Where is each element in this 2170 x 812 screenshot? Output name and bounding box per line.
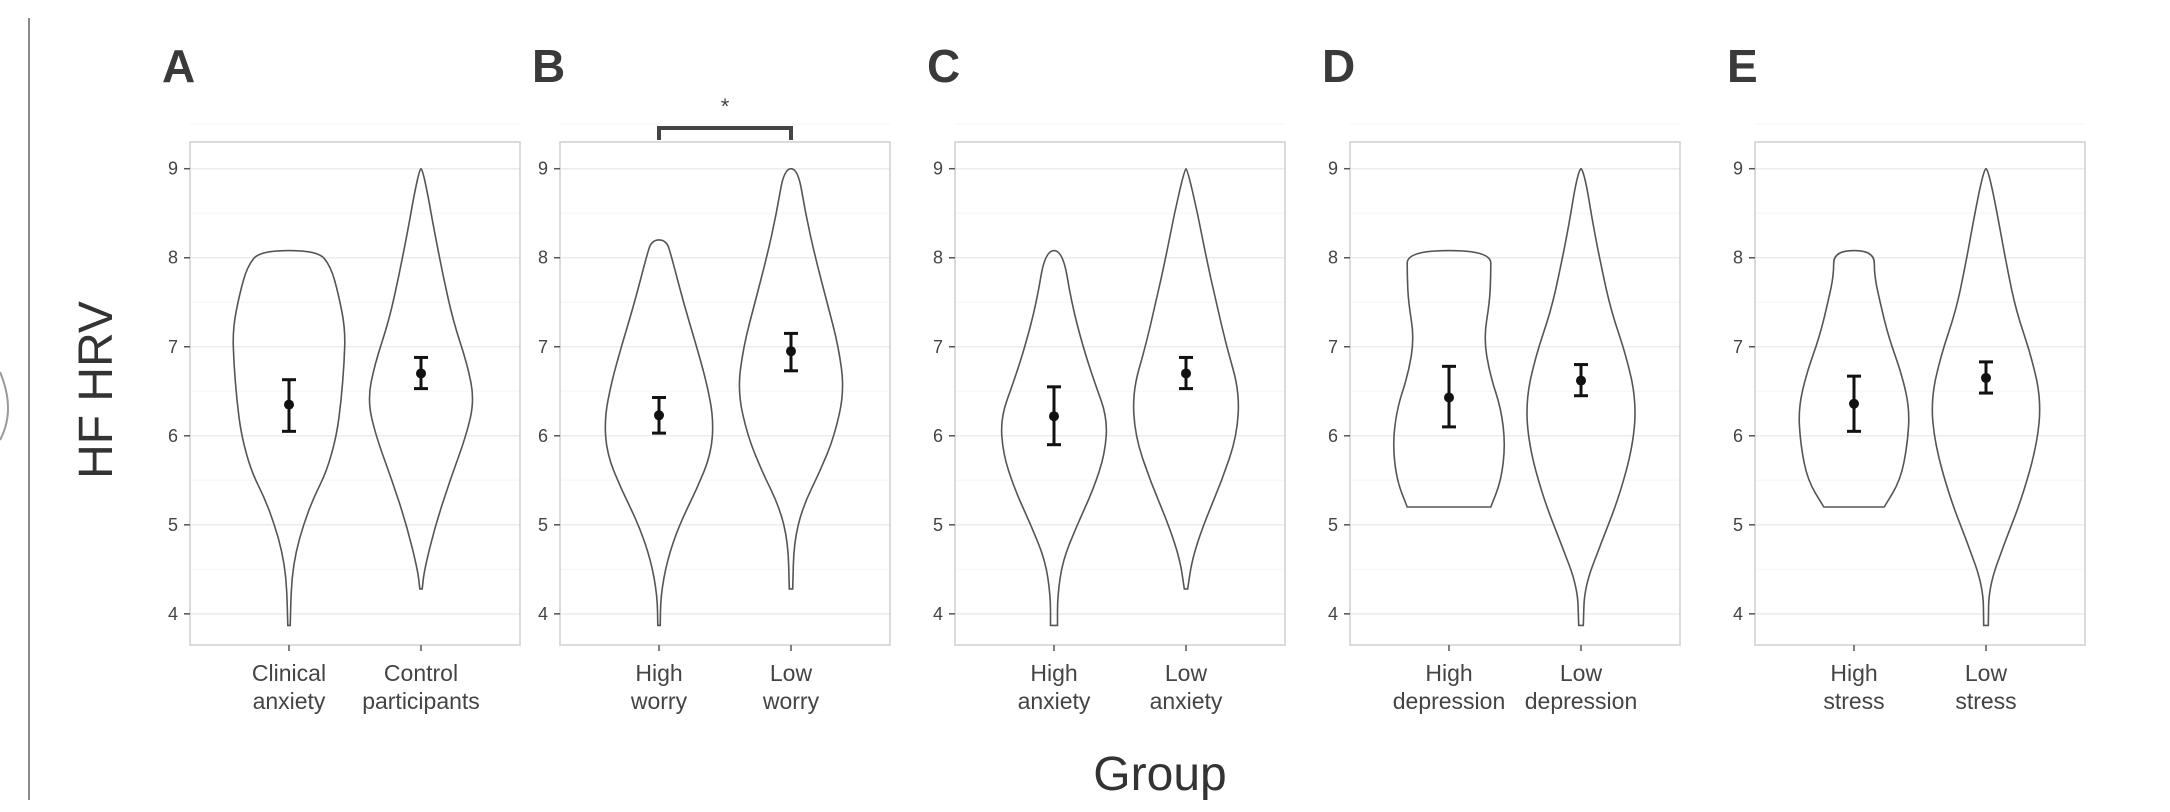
mean-point — [416, 368, 426, 379]
y-tick-label: 5 — [538, 515, 548, 535]
y-tick-label: 6 — [168, 426, 178, 446]
panel-b: B 4 5 6 7 8 9 High worry Low worry * — [532, 40, 891, 714]
x-tick-label: Low depression — [1525, 660, 1638, 714]
x-tick-label: High worry — [630, 660, 688, 714]
y-tick-label: 6 — [933, 426, 943, 446]
left-edge-arc — [0, 371, 9, 441]
violin-shape — [738, 167, 844, 590]
x-tick-label: Clinical anxiety — [252, 660, 326, 714]
mean-point — [1049, 411, 1059, 422]
violin-shape — [1526, 167, 1636, 627]
panel-e: E 4 5 6 7 8 9 High stress Low stress — [1727, 40, 2086, 714]
y-tick-label: 8 — [538, 248, 548, 268]
y-tick-label: 5 — [1733, 515, 1743, 535]
y-tick-label: 4 — [168, 604, 178, 624]
violin-shape — [1132, 167, 1240, 590]
violin-shape — [604, 239, 714, 627]
mean-point — [1576, 375, 1586, 386]
violin-shape — [1798, 249, 1910, 508]
y-tick-label: 6 — [538, 426, 548, 446]
y-tick-label: 7 — [1328, 337, 1338, 357]
y-tick-label: 6 — [1733, 426, 1743, 446]
panel-border — [189, 141, 521, 646]
x-axis-title: Group — [1093, 748, 1226, 801]
y-tick-label: 8 — [1328, 248, 1338, 268]
y-tick-label: 9 — [933, 159, 943, 179]
x-tick-label: High depression — [1393, 660, 1506, 714]
y-tick-label: 7 — [933, 337, 943, 357]
y-axis-title: HF HRV — [70, 301, 123, 479]
y-tick-label: 7 — [1733, 337, 1743, 357]
y-tick-label: 5 — [1328, 515, 1338, 535]
panel-border — [559, 141, 891, 646]
panel-border — [1754, 141, 2086, 646]
violin-shape — [1000, 249, 1108, 627]
y-tick-label: 4 — [1733, 604, 1743, 624]
significance-label: * — [721, 94, 730, 119]
mean-point — [1444, 392, 1454, 403]
y-tick-label: 9 — [538, 159, 548, 179]
panel-label: A — [162, 40, 195, 92]
panel-d: D 4 5 6 7 8 9 High depression Low depression — [1322, 40, 1681, 714]
x-tick-label: High anxiety — [1018, 660, 1091, 714]
x-tick-label: High stress — [1823, 660, 1884, 714]
mean-point — [786, 346, 796, 357]
y-tick-label: 9 — [1328, 159, 1338, 179]
x-tick-label: Low stress — [1955, 660, 2016, 714]
panel-border — [954, 141, 1286, 646]
mean-point — [1981, 372, 1991, 383]
significance-bracket — [657, 126, 793, 140]
y-tick-label: 4 — [1328, 604, 1338, 624]
violin-shape — [1931, 167, 2041, 627]
violin-shape — [368, 167, 474, 590]
y-tick-label: 9 — [168, 159, 178, 179]
panels: A 4 5 6 7 8 9 Clinical anxiety Control participant… — [162, 40, 2086, 714]
y-tick-label: 8 — [933, 248, 943, 268]
y-tick-label: 6 — [1328, 426, 1338, 446]
mean-point — [1181, 368, 1191, 379]
y-tick-label: 8 — [168, 248, 178, 268]
mean-point — [1849, 398, 1859, 409]
mean-point — [654, 410, 664, 421]
y-tick-label: 8 — [1733, 248, 1743, 268]
y-tick-label: 7 — [168, 337, 178, 357]
y-tick-label: 4 — [933, 604, 943, 624]
y-tick-label: 5 — [168, 515, 178, 535]
violin-shape — [232, 249, 346, 627]
y-tick-label: 7 — [538, 337, 548, 357]
panel-label: C — [927, 40, 960, 92]
violin-shape — [1392, 249, 1506, 508]
y-tick-label: 4 — [538, 604, 548, 624]
panel-label: D — [1322, 40, 1355, 92]
panel-c: C 4 5 6 7 8 9 High anxiety Low anxiety — [927, 40, 1286, 714]
panel-border — [1349, 141, 1681, 646]
mean-point — [284, 399, 294, 410]
panel-a: A 4 5 6 7 8 9 Clinical anxiety Control participant… — [162, 40, 521, 714]
y-tick-label: 5 — [933, 515, 943, 535]
x-tick-label: Control participants — [362, 660, 480, 714]
x-tick-label: Low anxiety — [1150, 660, 1223, 714]
y-tick-label: 9 — [1733, 159, 1743, 179]
panel-label: B — [532, 40, 565, 92]
panel-label: E — [1727, 40, 1758, 92]
x-tick-label: Low worry — [762, 660, 820, 714]
